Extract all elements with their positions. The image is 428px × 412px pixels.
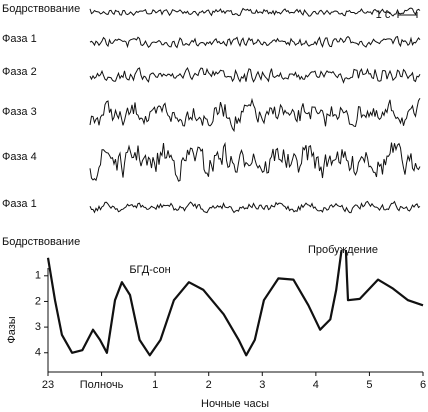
y-tick-label: 1 [35, 270, 41, 282]
trace-label: Фаза 2 [2, 66, 37, 78]
x-tick-label: Полночь [80, 379, 124, 391]
x-tick-label: 1 [152, 379, 158, 391]
eeg-trace [89, 35, 421, 49]
trace-label: Фаза 4 [2, 151, 37, 163]
eeg-trace [89, 97, 421, 133]
hypnogram-line [46, 249, 424, 357]
x-tick-label: 23 [42, 379, 54, 391]
x-tick-label: 4 [313, 379, 319, 391]
annotation: Пробуждение [308, 244, 378, 256]
x-tick-label: 2 [206, 379, 212, 391]
y-tick-label: 3 [35, 321, 41, 333]
eeg-trace [89, 66, 421, 84]
trace-label: Фаза 1 [2, 198, 37, 210]
y-tick-label: 4 [35, 347, 41, 359]
y-tick-label: 2 [35, 295, 41, 307]
eeg-trace [89, 7, 421, 17]
y-tick-label: Бодрствование [2, 236, 80, 248]
trace-label: Бодрствование [2, 3, 80, 15]
scale-label: 1 с [376, 9, 391, 21]
trace-label: Фаза 1 [2, 33, 37, 45]
trace-label: Фаза 3 [2, 106, 37, 118]
x-axis-label: Ночные часы [201, 398, 269, 410]
annotation: БГД-сон [129, 264, 170, 276]
x-tick-label: 3 [259, 379, 265, 391]
x-tick-label: 5 [366, 379, 372, 391]
y-axis-label: Фазы [6, 316, 18, 343]
eeg-trace [89, 141, 421, 182]
x-tick-label: 6 [420, 379, 426, 391]
eeg-trace [89, 200, 421, 214]
